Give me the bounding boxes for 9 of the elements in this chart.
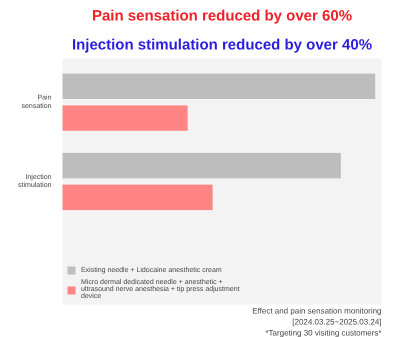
bar xyxy=(62,184,213,210)
chart-subtitle: Injection stimulation reduced by over 40% xyxy=(72,36,372,54)
bar xyxy=(62,152,341,178)
text: [2024.03.25~2025.03.24] xyxy=(292,318,382,326)
text: *Targeting 30 visiting customers* xyxy=(265,328,382,337)
chart-title: Pain sensation reduced by over 60% xyxy=(92,8,352,24)
bar xyxy=(62,105,188,131)
bar xyxy=(62,74,376,99)
text: Effect and pain sensation monitoring xyxy=(252,306,382,316)
